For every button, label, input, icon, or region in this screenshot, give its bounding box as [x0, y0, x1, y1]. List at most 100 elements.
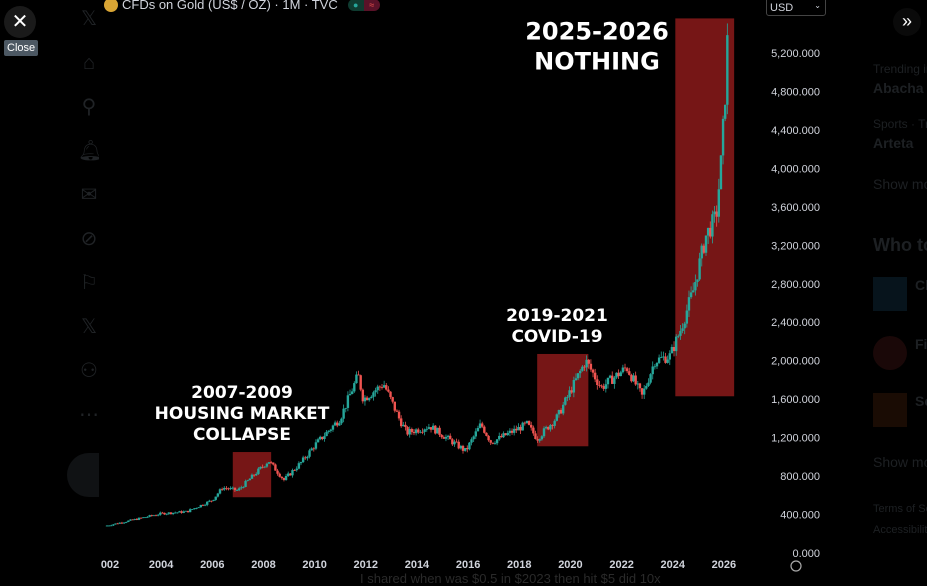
- candle: [180, 511, 183, 513]
- candle: [474, 431, 477, 437]
- candle: [681, 328, 684, 331]
- candle: [105, 525, 109, 527]
- candle: [623, 367, 627, 369]
- candle: [380, 387, 384, 388]
- more-icon[interactable]: ⋯: [79, 404, 99, 426]
- candle: [212, 499, 215, 501]
- x-tick-label: 2026: [712, 559, 736, 571]
- candle: [493, 443, 497, 445]
- bookmark-icon[interactable]: ⚐: [80, 272, 98, 294]
- x-tick-label: 2018: [507, 559, 531, 571]
- candle: [122, 522, 126, 524]
- candle: [297, 463, 301, 469]
- candle: [480, 423, 484, 427]
- candle: [261, 466, 264, 468]
- candle: [406, 426, 409, 435]
- candle: [591, 369, 595, 373]
- mail-icon[interactable]: ✉: [80, 184, 98, 206]
- follow-name[interactable]: Fi: [915, 336, 927, 352]
- grok-icon[interactable]: ⊘: [80, 228, 98, 250]
- candle: [491, 442, 495, 444]
- candle: [570, 390, 573, 393]
- candle: [583, 366, 586, 368]
- candle: [638, 383, 642, 389]
- close-button[interactable]: ✕: [4, 6, 36, 38]
- candle: [120, 522, 124, 524]
- candle: [357, 374, 360, 376]
- candle: [176, 512, 179, 514]
- candle: [250, 474, 254, 479]
- candle: [240, 487, 243, 489]
- candle: [280, 476, 284, 478]
- candle: [630, 374, 633, 382]
- candle: [350, 391, 354, 395]
- candle: [540, 436, 544, 440]
- candle: [423, 429, 426, 432]
- profile-icon[interactable]: ⚇: [80, 360, 98, 382]
- footer-link[interactable]: Terms of Se: [873, 503, 927, 515]
- candle: [114, 523, 117, 525]
- candle: [333, 422, 337, 426]
- candle: [242, 486, 245, 488]
- candle: [325, 431, 328, 437]
- annotation-label: 2007-2009: [191, 383, 293, 403]
- avatar[interactable]: [873, 336, 907, 370]
- settings-icon[interactable]: [790, 560, 802, 572]
- candle: [112, 524, 115, 526]
- candle: [284, 476, 288, 480]
- home-icon[interactable]: ⌂: [82, 52, 96, 74]
- candle: [421, 431, 424, 433]
- candle: [391, 397, 394, 402]
- candle: [446, 435, 450, 437]
- candle: [419, 431, 422, 433]
- candle: [719, 155, 723, 190]
- candle: [713, 211, 716, 215]
- footer-link[interactable]: Accessibility: [873, 524, 927, 536]
- candle: [463, 448, 467, 451]
- avatar[interactable]: [873, 277, 907, 311]
- candle: [399, 418, 403, 427]
- candle: [704, 235, 708, 253]
- candle: [674, 336, 678, 352]
- candle: [442, 437, 446, 439]
- candle: [504, 433, 507, 436]
- candle: [431, 425, 435, 430]
- search-icon[interactable]: ⚲: [81, 96, 97, 118]
- annotation-label: COVID-19: [511, 327, 602, 347]
- candle: [340, 418, 343, 424]
- candle: [444, 436, 448, 439]
- candle: [395, 410, 399, 412]
- candle: [295, 468, 298, 471]
- follow-name[interactable]: Cl: [915, 277, 927, 293]
- candle: [726, 35, 729, 105]
- candle: [150, 515, 153, 516]
- candle: [692, 290, 695, 293]
- candle: [107, 525, 111, 527]
- show-more-link[interactable]: Show mo: [873, 454, 927, 470]
- candle: [191, 509, 194, 510]
- candle: [408, 428, 411, 435]
- x-logo-icon[interactable]: 𝕏: [80, 8, 98, 30]
- bell-icon[interactable]: 🔔︎: [78, 140, 104, 162]
- candle: [619, 372, 622, 377]
- candle: [711, 214, 714, 237]
- candle: [259, 466, 262, 469]
- avatar[interactable]: [873, 393, 907, 427]
- y-tick-label: 5,200.000: [771, 48, 820, 60]
- candle: [359, 375, 362, 390]
- follow-name[interactable]: Se: [915, 393, 927, 409]
- candle: [706, 227, 710, 236]
- candle: [197, 507, 200, 509]
- currency-select[interactable]: USD ⌄: [766, 0, 826, 16]
- candle: [611, 375, 614, 384]
- x-premium-icon[interactable]: 𝕏: [80, 316, 98, 338]
- trend-item[interactable]: Abacha: [873, 80, 924, 96]
- show-more-link[interactable]: Show mo: [873, 176, 927, 192]
- trend-label: Sports · Tr: [873, 117, 927, 131]
- trend-item[interactable]: Arteta: [873, 135, 914, 151]
- y-tick-label: 4,000.000: [771, 163, 820, 175]
- expand-sidebar-button[interactable]: »: [893, 8, 921, 36]
- candle: [647, 382, 650, 386]
- candle: [220, 489, 224, 491]
